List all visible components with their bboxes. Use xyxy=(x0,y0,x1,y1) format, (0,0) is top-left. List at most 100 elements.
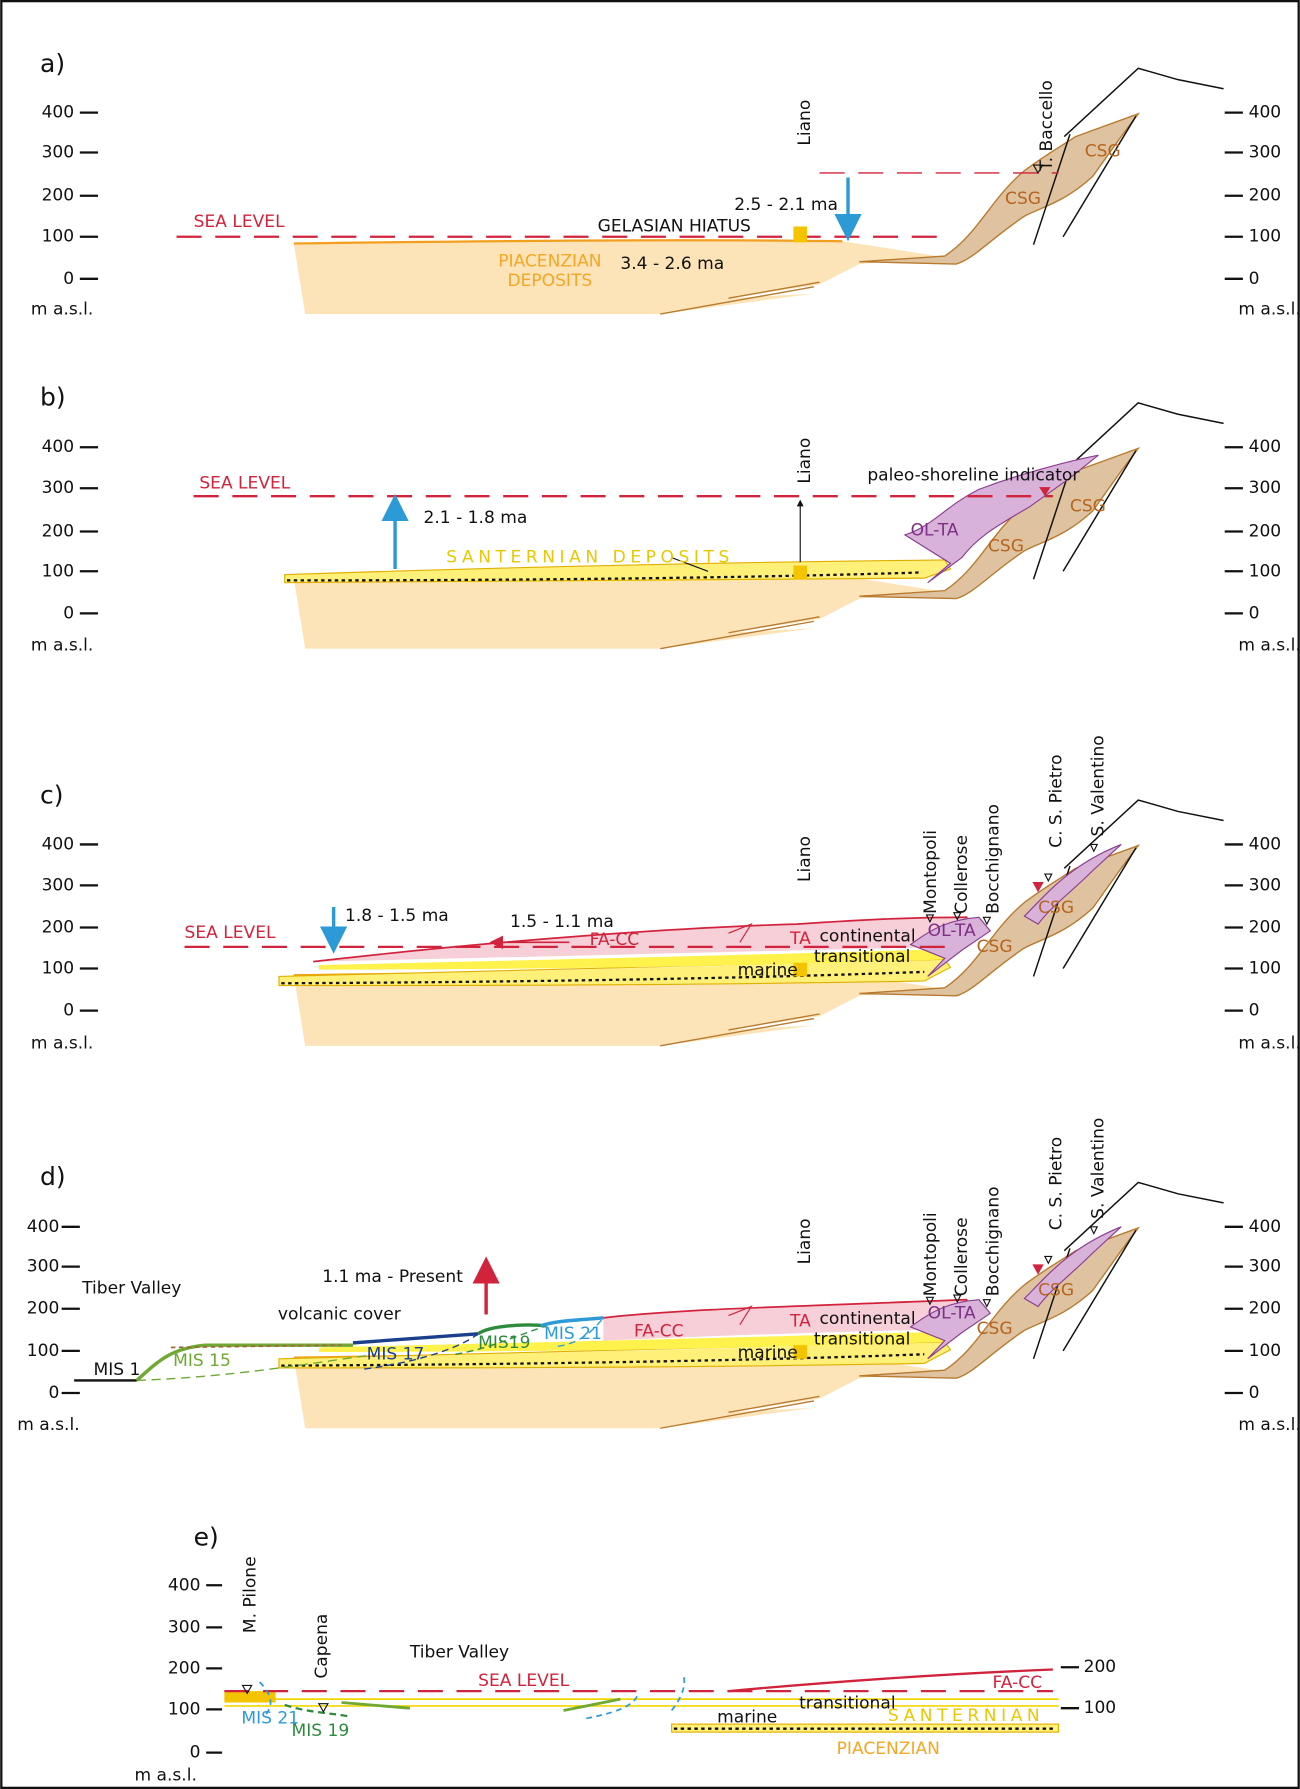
annotation: GELASIAN HIATUS xyxy=(598,216,751,236)
annotation: marine xyxy=(738,961,798,981)
figure: a)40040030030020020010010000m a.s.l.m a.… xyxy=(0,0,1300,1789)
tick-label: 0 xyxy=(63,269,74,289)
tick-label: 200 xyxy=(42,186,75,206)
annotation: 3.4 - 2.6 ma xyxy=(620,254,724,274)
tick-label: 100 xyxy=(42,227,75,247)
tick-label: 400 xyxy=(1249,834,1282,854)
annotation: MIS 21 xyxy=(544,1324,602,1344)
annotation: SEA LEVEL xyxy=(199,474,290,494)
tick-label: 100 xyxy=(1249,561,1282,581)
tick-label: 0 xyxy=(63,603,74,623)
tick-label: 200 xyxy=(1249,186,1282,206)
annotation: MIS 17 xyxy=(367,1344,425,1364)
tick-label: 200 xyxy=(1084,1657,1117,1677)
tick-label: 0 xyxy=(63,1001,74,1021)
annotation: TA xyxy=(789,929,811,949)
tick-label: 100 xyxy=(1249,958,1282,978)
tick-label: 0 xyxy=(190,1743,201,1763)
tick-label: 400 xyxy=(42,103,75,123)
annotation: continental xyxy=(820,1309,916,1329)
annotation: paleo-shoreline indicator xyxy=(867,466,1080,486)
tick-label: 200 xyxy=(1249,521,1282,541)
annotation: MIS 21 xyxy=(241,1708,299,1728)
annotation: CSG xyxy=(1085,141,1121,161)
annotation: OL-TA xyxy=(928,921,976,941)
tick-label: 300 xyxy=(1249,875,1282,895)
annotation: FA-CC xyxy=(993,1673,1043,1693)
annotation: Liano xyxy=(795,438,815,484)
annotation: continental xyxy=(820,927,916,947)
annotation: MIS 1 xyxy=(93,1360,140,1380)
axis-unit: m a.s.l. xyxy=(1238,635,1300,655)
annotation: FA-CC xyxy=(634,1322,684,1342)
annotation: OL-TA xyxy=(911,520,959,540)
annotation: C. S. Pietro xyxy=(1046,754,1066,847)
tick-label: 400 xyxy=(168,1575,201,1595)
annotation: Tiber Valley xyxy=(409,1642,509,1662)
tick-label: 400 xyxy=(1249,437,1282,457)
tick-label: 400 xyxy=(1249,1217,1282,1237)
axis-unit: m a.s.l. xyxy=(1238,1415,1300,1435)
annotation: FA-CC xyxy=(590,930,640,950)
tick-label: 0 xyxy=(1249,1001,1260,1021)
panel-label: e) xyxy=(194,1523,219,1552)
annotation: CSG xyxy=(1005,189,1041,209)
annotation: Collerose xyxy=(952,835,972,914)
tick-label: 300 xyxy=(168,1617,201,1637)
tick-label: 200 xyxy=(168,1658,201,1678)
tick-label: 400 xyxy=(27,1217,60,1237)
section-b xyxy=(194,403,1224,649)
tick-label: 300 xyxy=(42,142,75,162)
annotation: C. S. Pietro xyxy=(1046,1137,1066,1230)
annotation: MIS 15 xyxy=(173,1351,231,1371)
annotation: PIACENZIAN xyxy=(498,252,601,272)
annotation: transitional xyxy=(814,1329,911,1349)
annotation: CSG xyxy=(1070,496,1106,516)
annotation: Liano xyxy=(795,100,815,146)
annotation: 2.5 - 2.1 ma xyxy=(734,195,838,215)
annotation: marine xyxy=(738,1343,798,1363)
tick-label: 300 xyxy=(1249,478,1282,498)
axis-unit: m a.s.l. xyxy=(134,1765,196,1785)
tick-label: 200 xyxy=(1249,918,1282,938)
tick-label: 200 xyxy=(27,1299,60,1319)
tick-label: 200 xyxy=(1249,1299,1282,1319)
tick-label: 300 xyxy=(42,478,75,498)
annotation: CSG xyxy=(977,1319,1013,1339)
annotation: DEPOSITS xyxy=(507,271,592,291)
panel-label: b) xyxy=(40,382,66,411)
annotation: MIS 19 xyxy=(292,1721,350,1741)
annotation: S. Valentino xyxy=(1088,735,1108,836)
annotation: Collerose xyxy=(952,1217,972,1296)
annotation: Capena xyxy=(312,1614,332,1679)
axis-unit: m a.s.l. xyxy=(31,1034,93,1054)
panel-label: d) xyxy=(40,1162,66,1191)
annotation: CSG xyxy=(1038,898,1074,918)
tick-label: 300 xyxy=(1249,142,1282,162)
axis-unit: m a.s.l. xyxy=(1238,1034,1300,1054)
annotation: Montopoli xyxy=(921,1212,941,1296)
tick-label: 0 xyxy=(48,1383,59,1403)
tick-label: 200 xyxy=(42,918,75,938)
annotation: SANTERNIAN DEPOSITS xyxy=(446,548,734,568)
annotation: Bocchignano xyxy=(984,804,1004,914)
axis-unit: m a.s.l. xyxy=(31,635,93,655)
tick-label: 0 xyxy=(1249,603,1260,623)
annotation: 1.8 - 1.5 ma xyxy=(345,906,449,926)
annotation: Montopoli xyxy=(921,830,941,914)
annotation: transitional xyxy=(814,947,911,967)
tick-label: 100 xyxy=(42,561,75,581)
panel-label: c) xyxy=(40,781,64,810)
tick-label: 400 xyxy=(42,834,75,854)
annotation: Liano xyxy=(795,836,815,882)
axis-unit: m a.s.l. xyxy=(17,1415,79,1435)
annotation: T. Baccello xyxy=(1037,80,1057,172)
annotation: CSG xyxy=(1038,1281,1074,1301)
annotation: 2.1 - 1.8 ma xyxy=(424,508,528,528)
annotation: 1.1 ma - Present xyxy=(322,1267,463,1287)
axis-unit: m a.s.l. xyxy=(31,300,93,320)
panel-label: a) xyxy=(40,49,65,78)
annotation: 1.5 - 1.1 ma xyxy=(510,912,614,932)
tick-label: 100 xyxy=(1084,1698,1117,1718)
annotation: OL-TA xyxy=(928,1303,976,1323)
